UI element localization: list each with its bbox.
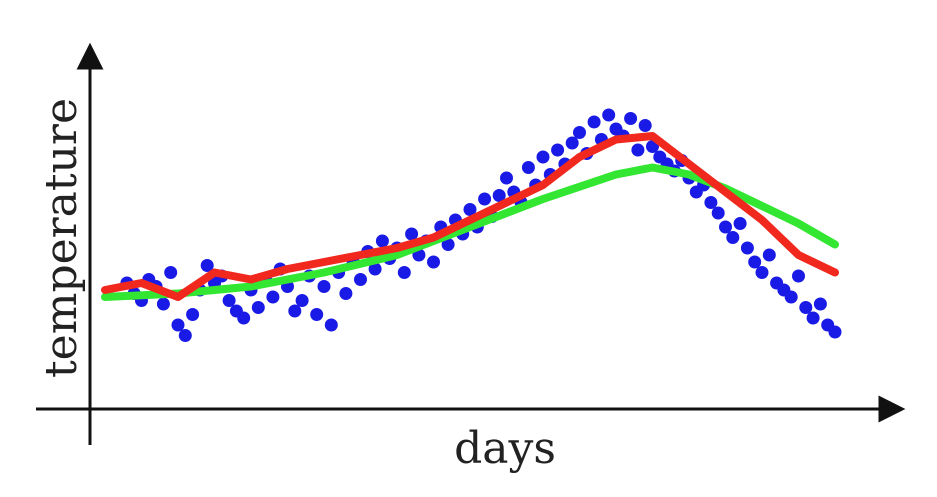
- data-point: [368, 262, 382, 276]
- data-point: [478, 192, 492, 206]
- x-axis-label: days: [454, 423, 556, 474]
- data-point: [427, 255, 440, 269]
- data-point: [806, 311, 820, 325]
- data-point: [748, 255, 762, 269]
- data-point: [463, 203, 477, 216]
- data-point: [441, 238, 455, 251]
- data-point: [405, 227, 419, 241]
- data-point: [237, 311, 251, 325]
- data-point: [156, 297, 170, 311]
- green-average-line: [101, 163, 839, 301]
- data-point: [551, 143, 565, 157]
- data-point: [711, 206, 725, 220]
- data-point: [726, 231, 740, 244]
- data-point: [492, 189, 506, 202]
- data-point: [186, 308, 200, 321]
- data-point: [288, 304, 302, 318]
- data-point: [799, 301, 813, 314]
- data-point: [638, 119, 652, 132]
- data-point: [178, 329, 192, 342]
- data-point: [573, 126, 586, 139]
- data-point: [536, 150, 550, 164]
- data-point: [171, 318, 185, 332]
- data-point: [251, 301, 265, 314]
- data-point: [704, 196, 718, 209]
- data-point: [397, 266, 411, 279]
- red-average-line: [101, 132, 839, 301]
- data-point: [339, 287, 353, 300]
- data-point: [354, 273, 367, 286]
- data-point: [375, 234, 389, 248]
- data-point: [317, 280, 331, 293]
- data-point: [792, 269, 805, 283]
- data-point: [602, 108, 616, 122]
- plot-area: [101, 108, 842, 342]
- data-point: [784, 290, 798, 304]
- data-point: [521, 161, 535, 174]
- y-axis-label: temperature: [36, 98, 87, 378]
- data-point: [719, 220, 732, 234]
- data-point: [295, 294, 309, 307]
- data-point: [624, 112, 638, 125]
- data-point: [565, 136, 579, 150]
- data-point: [733, 217, 747, 230]
- data-point: [755, 266, 769, 279]
- data-point: [164, 266, 178, 279]
- data-point: [762, 248, 776, 262]
- data-point: [500, 171, 513, 185]
- data-point: [828, 325, 842, 339]
- data-point: [266, 290, 280, 304]
- data-point: [200, 259, 214, 272]
- data-point: [813, 297, 827, 311]
- data-point: [324, 318, 338, 332]
- data-point: [310, 308, 324, 321]
- data-point: [222, 294, 236, 307]
- data-point: [631, 143, 645, 157]
- data-point: [587, 115, 601, 129]
- data-point: [740, 241, 754, 255]
